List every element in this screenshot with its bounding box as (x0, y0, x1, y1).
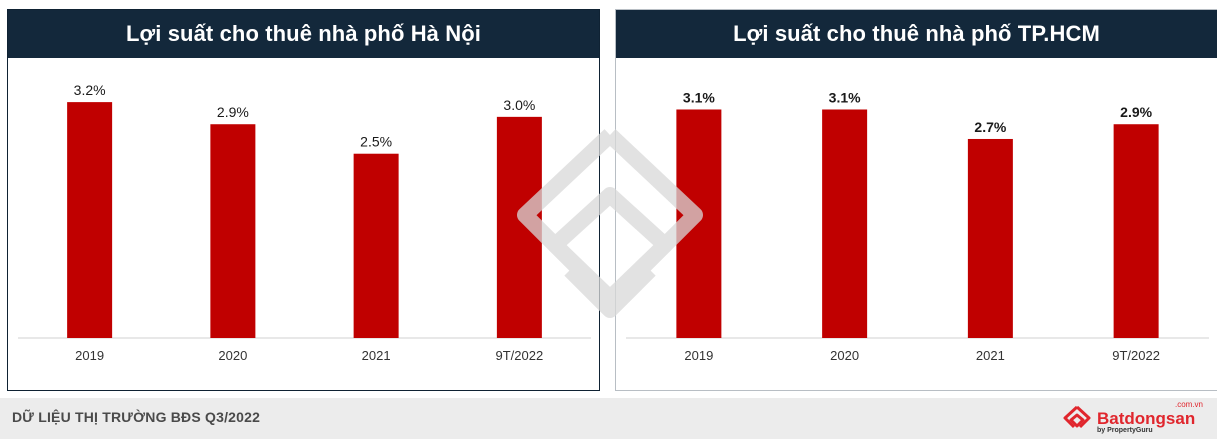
chart-title: Lợi suất cho thuê nhà phố Hà Nội (8, 10, 599, 58)
brand-domain: .com.vn (1174, 400, 1203, 409)
brand-logo: Batdongsan .com.vn by PropertyGuru (1063, 400, 1203, 435)
bar (1113, 124, 1159, 338)
data-label: 2.9% (1120, 104, 1152, 120)
brand-watermark-icon (517, 129, 703, 318)
data-label: 3.0% (503, 97, 535, 113)
footer-caption: DỮ LIỆU THỊ TRƯỜNG BĐS Q3/2022 (12, 409, 261, 425)
data-label: 3.2% (74, 82, 106, 98)
chart-title: Lợi suất cho thuê nhà phố TP.HCM (616, 10, 1217, 58)
logo-house-icon (1063, 405, 1091, 429)
bar-chart-hanoi: 3.2% 2019 2.9% 2020 2.5% 2021 3.0% 9T/2022 (18, 82, 591, 363)
bar-chart-hcm: 3.1% 2019 3.1% 2020 2.7% 2021 2.9% 9T/2022 (626, 89, 1209, 363)
bar (822, 109, 868, 338)
x-tick-label: 2021 (976, 348, 1005, 363)
brand-name: Batdongsan (1097, 409, 1196, 428)
brand-sub: by PropertyGuru (1097, 427, 1153, 434)
x-tick-label: 9T/2022 (496, 348, 544, 363)
data-label: 3.1% (829, 89, 861, 105)
x-tick-label: 2019 (75, 348, 104, 363)
x-tick-label: 2021 (362, 348, 391, 363)
chart-panel-hanoi: Lợi suất cho thuê nhà phố Hà Nội 3.2% 201… (7, 9, 600, 391)
data-label: 2.9% (217, 104, 249, 120)
footer-bar: DỮ LIỆU THỊ TRƯỜNG BĐS Q3/2022 Batdongsa… (0, 398, 1217, 439)
chart-panel-hcm: Lợi suất cho thuê nhà phố TP.HCM 3.1% 201… (615, 9, 1217, 391)
x-tick-label: 9T/2022 (1112, 348, 1160, 363)
bar (210, 124, 256, 338)
bar (67, 102, 113, 338)
bar (967, 138, 1013, 338)
x-tick-label: 2019 (684, 348, 713, 363)
data-label: 2.7% (974, 119, 1006, 135)
data-label: 2.5% (360, 134, 392, 150)
bar (353, 153, 399, 338)
x-tick-label: 2020 (830, 348, 859, 363)
data-label: 3.1% (683, 89, 715, 105)
x-tick-label: 2020 (218, 348, 247, 363)
